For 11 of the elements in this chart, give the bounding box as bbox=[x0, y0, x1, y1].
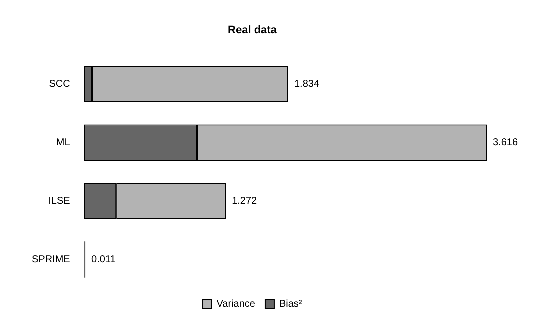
chart-title: Real data bbox=[228, 24, 278, 37]
legend-label: Variance bbox=[216, 298, 256, 310]
y-tick-label: ILSE bbox=[48, 196, 71, 208]
annotation: 1.834 bbox=[294, 79, 320, 90]
y-tick-label: SCC bbox=[49, 79, 70, 90]
y-tick-label: SPRIME bbox=[32, 254, 71, 266]
annotation: 1.272 bbox=[232, 196, 258, 208]
legend-label: Bias² bbox=[279, 298, 303, 310]
annotation: 3.616 bbox=[493, 138, 518, 149]
y-tick-label: ML bbox=[56, 138, 71, 149]
annotation: 0.011 bbox=[92, 254, 116, 266]
